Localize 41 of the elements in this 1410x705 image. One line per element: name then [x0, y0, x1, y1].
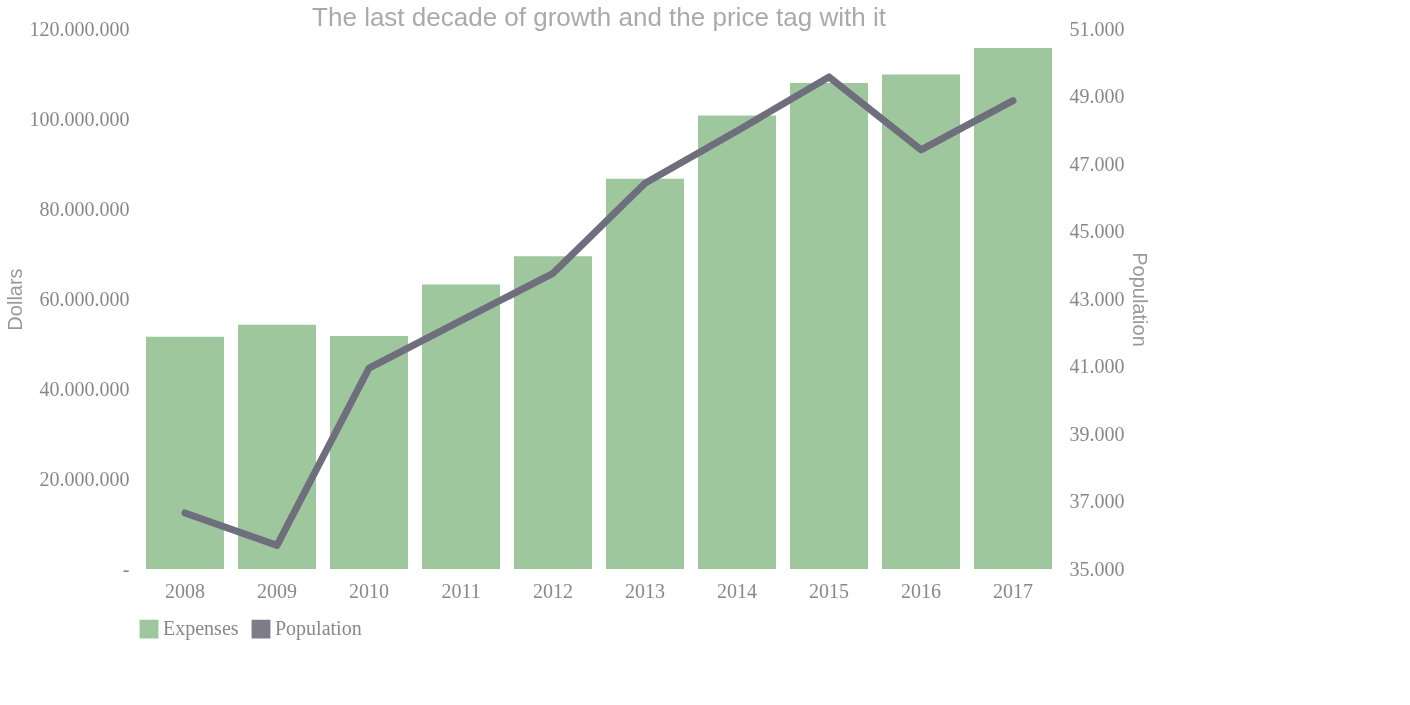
bar: [882, 74, 960, 569]
x-tick-label: 2014: [717, 579, 757, 602]
chart-title: The last decade of growth and the price tag with it: [312, 2, 887, 32]
x-tick-label: 2011: [441, 579, 481, 602]
y2-tick-label: 47.000: [1069, 152, 1125, 175]
y2-tick-label: 39.000: [1069, 422, 1125, 445]
bar: [514, 256, 592, 569]
y-tick-label: -: [122, 557, 130, 580]
y2-tick-label: 41.000: [1069, 355, 1125, 377]
y2-tick-label: 49.000: [1069, 85, 1125, 107]
y2-tick-label: 35.000: [1069, 557, 1125, 580]
y-tick-label: 100.000.000: [29, 107, 130, 130]
y2-axis-title: Population: [1128, 252, 1151, 347]
x-tick-label: 2008: [165, 579, 205, 602]
bar: [422, 284, 500, 569]
x-tick-label: 2017: [993, 579, 1033, 602]
bar: [974, 47, 1052, 569]
y2-tick-label: 37.000: [1069, 490, 1125, 512]
bar: [790, 83, 868, 569]
bar: [330, 335, 408, 569]
legend-label: Expenses: [163, 617, 239, 641]
x-tick-label: 2013: [625, 579, 665, 602]
y-axis-title: Dollars: [3, 268, 26, 331]
y-tick-label: 80.000.000: [39, 197, 130, 220]
y-tick-label: 120.000.000: [29, 17, 130, 40]
y2-tick-label: 43.000: [1069, 287, 1125, 310]
y-tick-label: 20.000.000: [39, 467, 130, 490]
y2-tick-label: 51.000: [1069, 17, 1125, 40]
bar: [698, 115, 776, 569]
x-tick-label: 2012: [533, 579, 573, 602]
bar: [606, 178, 684, 569]
x-tick-label: 2009: [257, 579, 297, 602]
y-tick-label: 40.000.000: [39, 377, 130, 400]
x-tick-label: 2016: [901, 579, 941, 602]
legend-label: Population: [275, 617, 362, 641]
bar: [146, 336, 224, 569]
x-tick-label: 2015: [809, 579, 849, 602]
bar: [238, 324, 316, 569]
x-tick-label: 2010: [349, 579, 389, 602]
y2-tick-label: 45.000: [1069, 220, 1125, 242]
y-tick-label: 60.000.000: [39, 287, 130, 310]
